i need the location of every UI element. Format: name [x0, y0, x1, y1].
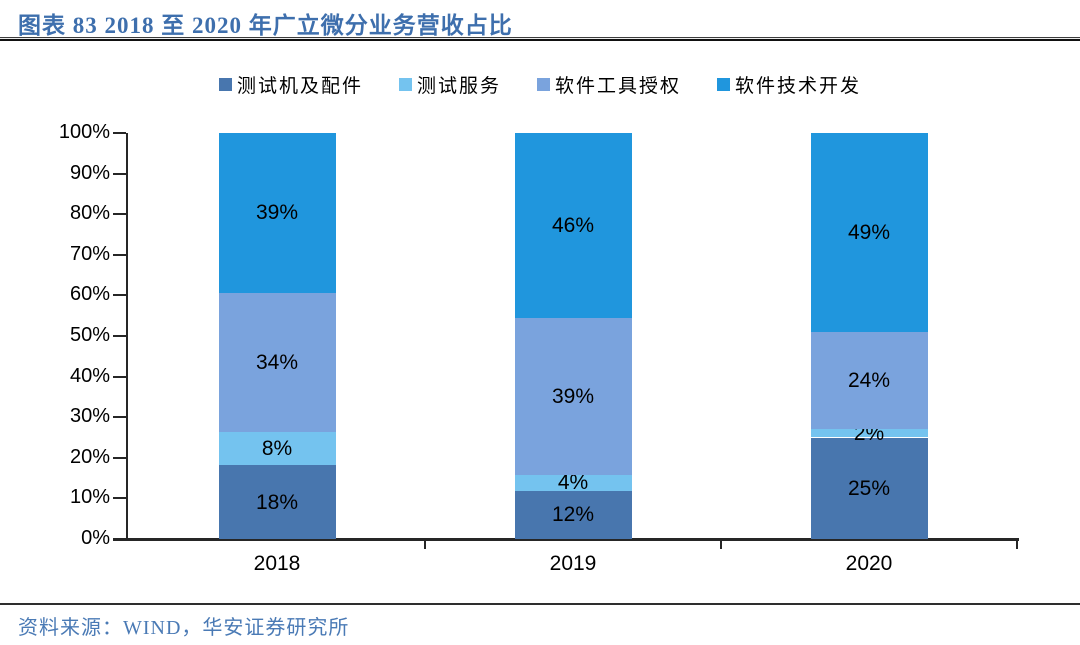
bar-value-label: 39% [255, 201, 299, 225]
legend-label: 软件技术开发 [735, 76, 862, 97]
x-axis-tick [424, 541, 426, 549]
figure-title: 图表 83 2018 至 2020 年广立微分业务营收占比 [18, 13, 513, 38]
bar-segment: 39% [514, 317, 632, 475]
bar-segment: 49% [810, 133, 928, 332]
y-axis-tick-label: 60% [69, 283, 110, 306]
bar-segment: 18% [218, 465, 336, 539]
bar-segment: 25% [810, 437, 928, 539]
bar-value-label: 34% [255, 351, 299, 375]
y-axis-tick [113, 253, 126, 256]
bar-value-label: 39% [551, 384, 595, 408]
legend-item: 测试机及配件 [218, 71, 363, 98]
bar-value-label: 4% [557, 471, 589, 495]
bar-segment: 8% [218, 432, 336, 466]
legend-swatch-icon [218, 78, 232, 91]
y-axis-tick-label: 90% [69, 161, 110, 184]
y-axis-tick-label: 0% [81, 527, 110, 549]
y-axis-tick [113, 335, 126, 337]
legend-label: 测试服务 [416, 76, 501, 97]
legend-label: 软件工具授权 [555, 76, 682, 97]
title-divider [0, 37, 1080, 41]
y-axis-tick-label: 100% [58, 121, 110, 143]
bar-segment: 39% [218, 133, 336, 293]
bar-value-label: 46% [551, 213, 595, 237]
x-axis-category-label: 2018 [253, 552, 301, 575]
y-axis-tick-label: 20% [69, 445, 110, 468]
y-axis-line [126, 133, 128, 541]
y-axis-tick [113, 213, 126, 216]
legend-item: 软件工具授权 [537, 71, 681, 98]
bar-segment: 24% [810, 331, 928, 430]
y-axis-tick [113, 497, 126, 500]
bar-segment: 46% [514, 133, 632, 318]
y-axis-tick-label: 50% [69, 324, 110, 346]
y-axis-tick [113, 416, 126, 419]
y-axis-tick [113, 294, 126, 297]
bar-value-label: 18% [255, 490, 299, 514]
legend-swatch-icon [537, 78, 550, 91]
y-axis-tick [113, 375, 126, 378]
y-axis-tick [113, 456, 126, 459]
y-axis-tick-label: 10% [69, 486, 110, 509]
x-axis-category-label: 2019 [549, 552, 597, 575]
legend-item: 测试服务 [398, 71, 501, 98]
x-axis-line [113, 538, 1019, 541]
bar-segment: 2% [810, 423, 928, 444]
y-axis-tick [113, 172, 126, 175]
chart-legend: 测试机及配件 测试服务 软件工具授权 软件技术开发 [0, 71, 1080, 98]
legend-item: 软件技术开发 [717, 71, 861, 98]
bar-segment: 12% [514, 490, 632, 539]
bar-value-label: 24% [847, 369, 891, 393]
y-axis-tick-label: 40% [69, 364, 110, 387]
legend-swatch-icon [717, 78, 731, 91]
bar-value-label: 49% [847, 220, 891, 244]
source-note: 资料来源：WIND，华安证券研究所 [18, 617, 350, 639]
x-axis-tick [720, 541, 722, 549]
x-axis-category-label: 2020 [845, 552, 893, 575]
legend-swatch-icon [398, 78, 412, 91]
y-axis-tick [113, 132, 126, 134]
source-divider [0, 603, 1080, 605]
y-axis-tick-label: 70% [69, 242, 110, 265]
x-axis-tick [1016, 541, 1018, 549]
y-axis-tick-label: 30% [69, 405, 110, 428]
bar-value-label: 8% [261, 437, 293, 461]
bar-value-label: 12% [551, 503, 595, 527]
bar-segment: 4% [514, 471, 632, 495]
legend-label: 测试机及配件 [236, 76, 363, 97]
y-axis-tick-label: 80% [69, 202, 110, 225]
bar-segment: 34% [218, 292, 336, 433]
bar-value-label: 25% [847, 476, 891, 500]
